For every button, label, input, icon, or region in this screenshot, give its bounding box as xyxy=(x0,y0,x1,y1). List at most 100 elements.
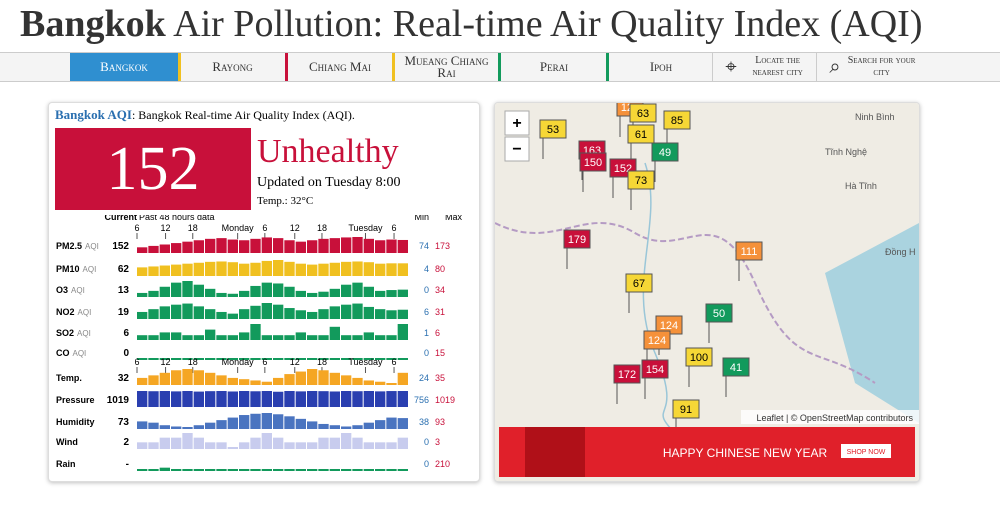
marker[interactable] xyxy=(625,273,653,293)
ad-button[interactable]: SHOP NOW xyxy=(847,449,886,456)
max-header: Max xyxy=(445,215,463,222)
temp-label: Temp.: xyxy=(257,195,288,207)
history-bar xyxy=(363,238,374,253)
history-bar xyxy=(159,467,170,471)
history-bar xyxy=(284,308,295,319)
marker[interactable] xyxy=(627,124,655,144)
marker-label[interactable]: 73 xyxy=(635,175,647,187)
history-bar xyxy=(397,358,408,360)
history-bar xyxy=(352,237,363,253)
marker-label[interactable]: 50 xyxy=(713,308,725,320)
history-bar xyxy=(284,391,295,407)
history-bar xyxy=(171,264,182,276)
history-bar xyxy=(159,372,170,385)
history-bar xyxy=(205,372,216,385)
marker[interactable] xyxy=(663,110,691,130)
history-bar xyxy=(375,391,386,407)
history-bar xyxy=(397,239,408,253)
marker-label[interactable]: 154 xyxy=(646,364,664,376)
history-bar xyxy=(307,469,318,471)
history-bar xyxy=(363,332,374,340)
zoom-button[interactable] xyxy=(504,110,530,136)
history-bar xyxy=(341,237,352,253)
row-current: 1019 xyxy=(107,395,130,406)
history-bar xyxy=(193,437,204,449)
marker-label[interactable]: 150 xyxy=(584,157,602,169)
marker-label[interactable]: 53 xyxy=(547,124,559,136)
marker[interactable] xyxy=(629,103,657,123)
history-bar xyxy=(295,391,306,407)
marker[interactable] xyxy=(539,119,567,139)
marker-label[interactable]: 111 xyxy=(741,246,758,258)
time-label: 6 xyxy=(134,223,139,233)
marker[interactable] xyxy=(685,347,713,367)
nav-tab[interactable]: Perai xyxy=(502,53,609,81)
history-bar xyxy=(295,358,306,360)
marker[interactable] xyxy=(651,142,679,162)
nav-tab[interactable]: Rayong xyxy=(180,53,288,81)
row-current: 19 xyxy=(118,307,130,318)
history-bar xyxy=(182,303,193,319)
marker-label[interactable]: 49 xyxy=(659,147,671,159)
time-label: Tuesday xyxy=(348,357,383,367)
history-bar xyxy=(250,238,261,253)
marker-label[interactable]: 61 xyxy=(635,129,647,141)
history-bar xyxy=(193,469,204,471)
nav-tab[interactable]: Mueang Chiang Rai xyxy=(395,53,501,81)
marker[interactable] xyxy=(563,229,591,249)
marker-label[interactable]: 124 xyxy=(648,335,666,347)
marker[interactable] xyxy=(627,170,655,190)
row-label: Pressure xyxy=(56,395,95,405)
marker[interactable] xyxy=(735,241,763,261)
history-bar xyxy=(284,358,295,360)
history-bar xyxy=(295,263,306,276)
history-bar xyxy=(273,304,284,319)
marker-label[interactable]: 172 xyxy=(618,369,636,381)
row-max: 31 xyxy=(435,307,445,317)
history-bar xyxy=(227,391,238,407)
marker[interactable] xyxy=(643,330,671,350)
history-bar xyxy=(148,422,159,429)
ad-button-bg[interactable] xyxy=(841,444,891,458)
zoom-label[interactable]: − xyxy=(512,141,521,158)
zoom-label[interactable]: + xyxy=(512,115,521,132)
history-bar xyxy=(386,310,397,319)
row-label: Rain xyxy=(56,459,76,469)
nav-action[interactable]: ⌕ Search for your city xyxy=(816,53,929,81)
nav-tab[interactable]: Ipoh xyxy=(649,59,673,74)
history-bar xyxy=(295,290,306,297)
marker-label[interactable]: 179 xyxy=(568,234,586,246)
history-bar xyxy=(148,309,159,319)
marker-label[interactable]: 63 xyxy=(637,108,649,120)
marker[interactable] xyxy=(641,359,669,379)
nav-action[interactable]: ⌖ Locate the nearest city xyxy=(712,53,825,81)
marker-label[interactable]: 85 xyxy=(671,115,683,127)
history-bar xyxy=(193,306,204,319)
ad-headline[interactable]: HAPPY CHINESE NEW YEAR xyxy=(663,446,828,460)
history-bar xyxy=(205,238,216,253)
marker[interactable] xyxy=(722,357,750,377)
marker[interactable] xyxy=(579,152,607,172)
marker-label[interactable]: 67 xyxy=(633,278,645,290)
zoom-button[interactable] xyxy=(504,136,530,162)
row-min: 756 xyxy=(414,395,429,405)
marker[interactable] xyxy=(672,399,700,419)
time-label: 18 xyxy=(317,357,327,367)
marker-label[interactable]: 124 xyxy=(660,320,678,332)
history-bar xyxy=(137,358,148,360)
history-bar xyxy=(273,260,284,276)
history-bar xyxy=(261,391,272,407)
marker-label[interactable]: 91 xyxy=(680,404,692,416)
marker-label[interactable]: 41 xyxy=(730,362,742,374)
history-bar xyxy=(239,415,250,429)
nav-tab[interactable]: Bangkok xyxy=(70,53,181,81)
marker-label[interactable]: 100 xyxy=(690,352,708,364)
history-bar xyxy=(295,418,306,429)
marker[interactable] xyxy=(613,364,641,384)
row-label: PM10 xyxy=(56,264,80,274)
marker[interactable] xyxy=(705,303,733,323)
history-bar xyxy=(307,391,318,407)
place-label: Đồng H xyxy=(885,247,916,257)
nav-tab[interactable]: Chiang Mai xyxy=(288,53,395,81)
history-bar xyxy=(329,262,340,276)
